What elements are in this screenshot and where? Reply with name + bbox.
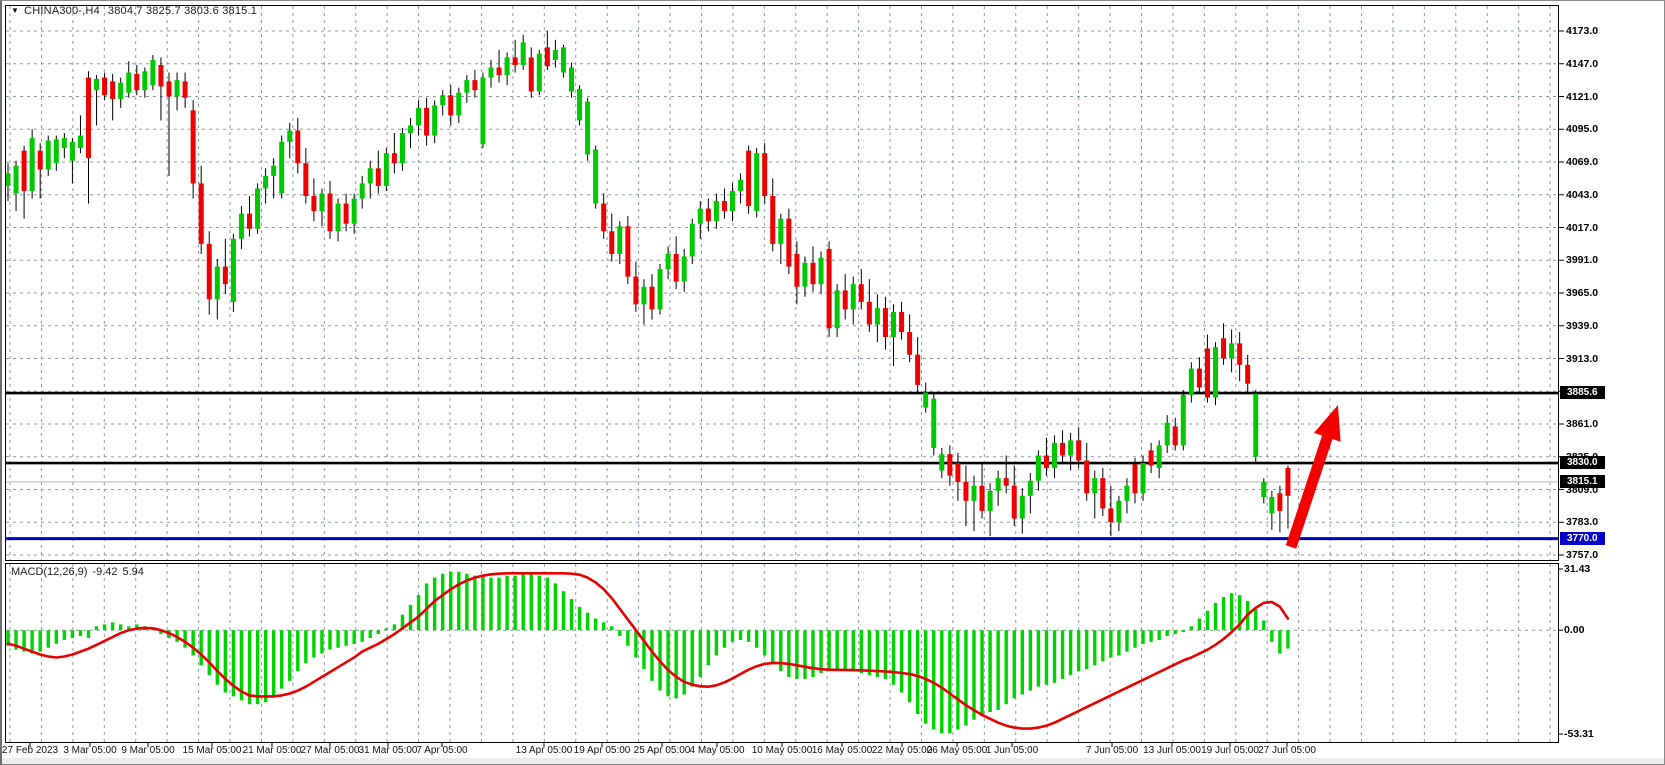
price-level-badge: 3885.6 [1560, 386, 1605, 399]
macd-axis-label: -53.31 [1564, 728, 1594, 741]
time-axis-label: 15 Mar 05:00 [182, 745, 242, 756]
macd-axis-label: 31.43 [1564, 562, 1591, 575]
price-axis-label: 3913.0 [1566, 352, 1599, 365]
time-axis-label: 27 Mar 05:00 [300, 745, 360, 756]
time-axis-label: 25 Apr 05:00 [633, 745, 691, 756]
time-axis-label: 27 Jun 05:00 [1258, 745, 1316, 756]
macd-signal-line [6, 571, 1290, 730]
symbol-period-label: CHINA300-,H4 [24, 5, 100, 17]
time-axis-label: 13 Apr 05:00 [515, 745, 573, 756]
triangle-down-icon[interactable]: ▼ [11, 6, 20, 15]
time-axis-label: 7 Apr 05:00 [416, 745, 468, 756]
macd-info-bar: MACD(12,26,9) -9.42 5.94 [11, 566, 149, 578]
time-axis-label: 1 Jun 05:00 [985, 745, 1039, 756]
price-axis-label: 3939.0 [1566, 319, 1599, 332]
price-axis-label: 3861.0 [1566, 418, 1599, 430]
price-axis-label: 4147.0 [1566, 57, 1599, 70]
time-axis-label: 27 Feb 2023 [1, 745, 59, 756]
time-axis-label: 16 May 05:00 [811, 745, 873, 756]
time-axis-label: 10 May 05:00 [751, 745, 813, 756]
time-axis-label: 26 May 05:00 [926, 745, 988, 756]
ohlc-values: 3804.7 3825.7 3803.6 3815.1 [107, 5, 258, 17]
macd-indicator-area[interactable] [5, 563, 1559, 743]
time-axis-label: 21 Mar 05:00 [242, 745, 302, 756]
macd-axis-label: 0.00 [1564, 624, 1585, 637]
time-axis-label: 31 Mar 05:00 [358, 745, 418, 756]
time-axis-label: 9 Mar 05:00 [121, 745, 175, 756]
price-axis-label: 4017.0 [1566, 221, 1599, 234]
macd-main-value: -9.42 [92, 566, 118, 578]
window-bottom-edge [2, 758, 1664, 764]
macd-indicator-name: MACD(12,26,9) [11, 566, 88, 578]
macd-signal-value: 5.94 [122, 566, 144, 578]
time-axis-label: 19 Jun 05:00 [1201, 745, 1259, 756]
price-axis-label: 4043.0 [1566, 188, 1599, 201]
time-axis-label: 19 Apr 05:00 [573, 745, 631, 756]
up-arrow-annotation [1285, 405, 1341, 549]
price-level-badge: 3815.1 [1560, 474, 1605, 488]
time-axis-label: 13 Jun 05:00 [1143, 745, 1201, 756]
time-axis-label: 4 May 05:00 [689, 745, 745, 756]
price-level-badge: 3830.0 [1560, 456, 1605, 470]
symbol-info-bar: ▼ CHINA300-,H4 3804.7 3825.7 3803.6 3815.1 [11, 5, 257, 17]
price-axis-label: 4095.0 [1566, 123, 1599, 136]
price-level-badge: 3770.0 [1560, 531, 1605, 545]
price-axis-label: 3965.0 [1566, 287, 1599, 299]
time-axis-label: 7 Jun 05:00 [1085, 745, 1139, 756]
time-axis-label: 3 Mar 05:00 [63, 745, 117, 756]
price-axis-label: 3783.0 [1566, 516, 1599, 529]
price-axis-label: 4121.0 [1566, 90, 1599, 103]
price-axis-label: 3991.0 [1566, 254, 1599, 267]
time-axis-label: 22 May 05:00 [871, 745, 933, 756]
price-axis-label: 4069.0 [1566, 156, 1599, 168]
main-chart-area[interactable] [5, 5, 1559, 561]
price-axis-label: 3757.0 [1566, 549, 1599, 561]
macd-histogram [6, 571, 1290, 734]
candlestick-series [5, 31, 1291, 537]
price-axis-label: 4173.0 [1566, 25, 1599, 37]
